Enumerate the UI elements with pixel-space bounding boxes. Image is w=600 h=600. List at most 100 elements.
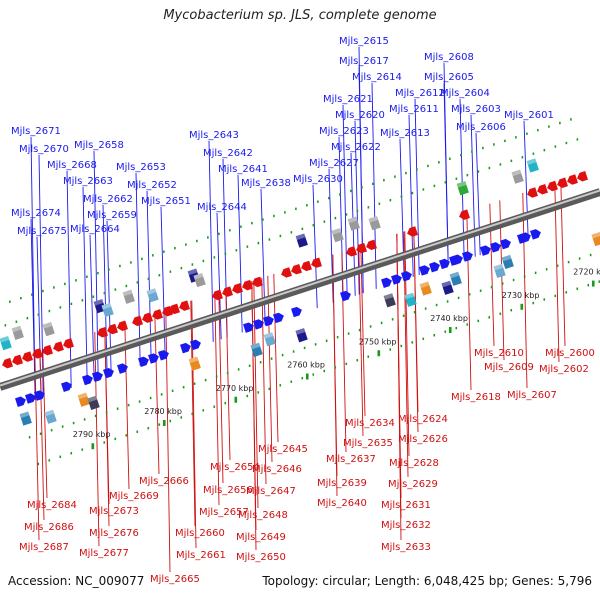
tick-dot [389, 198, 392, 202]
reverse-gene-label: Mjls_2634 [345, 418, 395, 429]
tick-dot [334, 216, 337, 220]
tick-dot [537, 128, 539, 132]
forward-gene-label: Mjls_2668 [47, 160, 97, 171]
forward-gene-arrow [429, 262, 440, 273]
tick-dot [39, 432, 42, 435]
tick-dot [202, 409, 205, 412]
reverse-gene-arrow [179, 300, 190, 311]
feature-box-shade [591, 231, 600, 239]
feature-box [295, 328, 308, 343]
feature-box [493, 263, 506, 278]
kbp-label: 2770 kbp [216, 384, 254, 393]
tick-dot [523, 275, 526, 278]
feature-box [101, 302, 114, 318]
tick-dot [125, 284, 128, 288]
tick-dot [361, 186, 363, 189]
feature-box-body [383, 293, 396, 308]
forward-gene-arrow [452, 254, 463, 265]
reverse-gene-label: Mjls_2632 [381, 520, 431, 531]
tick-dot [532, 301, 535, 305]
feature-box [368, 216, 381, 231]
feature-box-shade [188, 356, 199, 364]
forward-gene-label: Mjls_2658 [74, 140, 124, 151]
forward-gene-label: Mjls_2604 [440, 88, 490, 99]
gene-leader-line [102, 204, 108, 377]
kbp-major-tick [448, 327, 452, 334]
tick-dot [499, 163, 502, 166]
tick-dot [444, 330, 447, 333]
tick-dot [105, 411, 108, 414]
forward-gene-label: Mjls_2615 [339, 36, 389, 47]
reverse-gene-arrow [547, 180, 558, 192]
tick-dot [262, 218, 264, 221]
tick-dot [490, 285, 493, 289]
feature-box-shade [146, 288, 157, 295]
forward-gene-label: Mjls_2606 [456, 122, 506, 133]
tick-dot [103, 291, 106, 295]
tick-dot [400, 344, 403, 348]
reverse-gene-label: Mjls_2648 [238, 510, 288, 521]
reverse-gene-arrow [291, 264, 302, 275]
forward-gene-arrow [340, 290, 351, 302]
reverse-gene-arrow [152, 309, 163, 320]
tick-dot [345, 213, 348, 216]
reverse-gene-label: Mjls_2645 [258, 444, 308, 455]
tick-dot [64, 282, 66, 286]
reverse-gene-label: Mjls_2665 [150, 574, 200, 585]
tick-dot [270, 357, 273, 360]
feature-box [193, 272, 206, 288]
tick-dot [141, 257, 143, 261]
reverse-gene-arrow [577, 171, 588, 182]
gene-leader-line [522, 192, 528, 389]
tick-dot [323, 369, 326, 373]
tick-dot [598, 280, 600, 283]
tick-dot [312, 373, 315, 376]
accession-text: Accession: NC_009077 [8, 574, 145, 588]
tick-dot [174, 246, 176, 250]
feature-box [449, 271, 462, 286]
forward-gene-label: Mjls_2642 [203, 148, 253, 159]
tick-dot [515, 136, 517, 139]
gene-leader-line [165, 308, 171, 573]
reverse-gene-label: Mjls_2666 [139, 476, 189, 487]
reverse-gene-arrow [301, 260, 312, 272]
tick-dot [466, 323, 469, 326]
forward-gene-arrow [138, 356, 149, 367]
tick-dot [295, 207, 297, 211]
gene-leader-line [312, 184, 318, 309]
forward-gene-label: Mjls_2623 [319, 126, 369, 137]
tick-dot [391, 318, 394, 321]
tick-dot [554, 294, 557, 298]
tick-dot [394, 175, 396, 178]
feature-box [501, 254, 514, 270]
feature-box-body [11, 325, 24, 340]
forward-gene-label: Mjls_2612 [395, 88, 445, 99]
tick-dot [587, 283, 590, 287]
tick-dot [301, 376, 304, 380]
feature-box-shade [44, 409, 55, 417]
tick-dot [26, 316, 29, 320]
tick-dot [86, 275, 88, 278]
feature-box-body [511, 169, 524, 184]
tick-dot [303, 346, 306, 350]
feature-box-shade [419, 281, 430, 289]
feature-box-body [188, 356, 201, 371]
gene-leader-line [135, 172, 141, 366]
gene-leader-line [214, 292, 220, 506]
tick-dot [501, 282, 504, 285]
tick-dot [235, 249, 238, 252]
gene-leader-line [332, 254, 338, 497]
tick-dot [493, 143, 495, 146]
topology-text: Topology: circular; Length: 6,048,425 bp… [262, 574, 592, 588]
forward-gene-arrow [500, 238, 511, 250]
forward-gene-label: Mjls_2621 [323, 94, 373, 105]
tick-dot [191, 263, 194, 266]
tick-dot [160, 393, 163, 396]
tick-dot [565, 291, 568, 294]
tick-dot [389, 348, 392, 351]
tick-dot [257, 241, 260, 245]
feature-box-shade [331, 228, 342, 235]
tick-dot [488, 166, 491, 170]
